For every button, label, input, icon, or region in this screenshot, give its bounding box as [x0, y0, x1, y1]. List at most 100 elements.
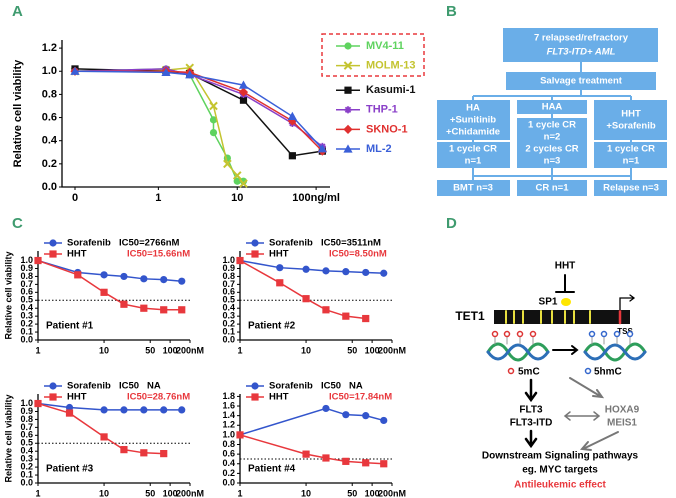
marker: [362, 459, 370, 467]
y-tick-label: 0.9: [20, 263, 33, 273]
ic50-label: IC50=8.50nM: [329, 249, 387, 260]
legend-label: HHT: [269, 392, 289, 403]
marker: [65, 403, 74, 412]
chart: Relative cell viability 0.00.10.20.30.40.…: [3, 238, 204, 356]
y-tick-label: 0.4: [20, 303, 33, 313]
marker: [34, 399, 42, 408]
box-text: BMT n=3: [453, 183, 493, 194]
y-tick-label: 0.7: [222, 279, 235, 289]
y-tick-label: 0.4: [20, 446, 33, 456]
marker: [288, 152, 296, 160]
marker: [362, 412, 370, 420]
marker: [238, 80, 249, 89]
chart: 0.00.20.40.60.81.01.21.41.61.8 1 10 50 10020…: [222, 381, 406, 498]
series-line: [239, 259, 384, 274]
marker: [322, 267, 330, 275]
effect: Antileukemic effect: [514, 480, 606, 491]
x-tick-label: 10: [99, 488, 109, 498]
annotation: Patient #4: [248, 464, 296, 475]
marker: [74, 271, 82, 279]
x-tick-label: 100: [163, 345, 178, 355]
y-tick-label: 0.9: [20, 406, 33, 416]
ic50-label: IC50 NA: [119, 381, 161, 392]
y-axis-label: Relative cell viability: [3, 251, 13, 339]
x-tick-label: 10: [99, 345, 109, 355]
legend-label: MOLM-13: [366, 60, 416, 72]
x-tick-label: 10: [231, 192, 243, 204]
box-text: 1 cycle CR: [528, 120, 576, 131]
marker: [362, 268, 370, 277]
marker: [317, 144, 327, 153]
y-tick-label: 1.6: [222, 400, 235, 410]
box-text: CR n=1: [536, 183, 570, 194]
annotation: Patient #2: [248, 321, 296, 332]
mark: 5hmC: [594, 367, 622, 378]
y-tick-label: 1.0: [222, 255, 235, 265]
marker: [49, 393, 57, 401]
box-text: 7 relapsed/refractory: [534, 33, 629, 44]
partner: HOXA9: [605, 405, 640, 416]
ic50-label: IC50=17.84nM: [329, 392, 392, 403]
dna: [583, 342, 647, 362]
x-tick-label: 1: [237, 488, 242, 498]
marker: [120, 446, 128, 454]
ic50-label: IC50 NA: [321, 381, 363, 392]
ic50-label: IC50=3511nM: [321, 238, 381, 249]
marker: [140, 449, 148, 457]
y-tick-label: 0.0: [222, 334, 235, 344]
marker: [251, 250, 259, 258]
highlight-box: [321, 33, 425, 77]
arrow: [524, 378, 538, 403]
marker: [239, 179, 248, 188]
x-tick-label: 0: [72, 192, 78, 204]
box-text: 1 cycle CR: [449, 144, 497, 155]
y-tick-label: 0.8: [42, 88, 57, 100]
y-tick-label: 0.9: [222, 263, 235, 273]
y-tick-label: 1.0: [20, 398, 33, 408]
marker: [344, 106, 352, 114]
box: [594, 100, 667, 140]
marker: [185, 70, 195, 79]
x-tick-label: 1: [35, 345, 40, 355]
y-tick-label: 1.0: [42, 65, 57, 77]
y-tick-label: 0.8: [20, 414, 33, 424]
x-tick-label: 100: [365, 345, 380, 355]
y-tick-label: 0.3: [222, 311, 235, 321]
marker: [49, 382, 57, 390]
legend-label: SKNO-1: [366, 123, 408, 135]
box: [437, 100, 510, 140]
y-tick-label: 1.0: [20, 255, 33, 265]
x-tick-label: 200nM: [176, 488, 204, 498]
marker: [344, 42, 352, 50]
y-tick-label: 0.6: [42, 111, 57, 123]
y-tick-label: 0.2: [222, 318, 235, 328]
flowchart: 7 relapsed/refractory FLT3-ITD+ AML Salv…: [437, 28, 667, 196]
y-tick-label: 0.2: [42, 158, 57, 170]
legend-label: HHT: [67, 249, 87, 260]
dna: [486, 343, 550, 361]
marker: [342, 312, 350, 320]
cpg: [505, 310, 591, 324]
drug: HHT: [555, 261, 576, 272]
y-tick-label: 1.4: [222, 410, 235, 420]
connector: [472, 62, 632, 180]
y-tick-label: 0.0: [222, 477, 235, 487]
arrow: [524, 429, 538, 449]
marker: [160, 406, 168, 414]
y-tick-label: 0.8: [20, 271, 33, 281]
ic50-label: IC50=2766nM: [119, 238, 180, 249]
legend-label: MV4-11: [366, 40, 404, 52]
box-text: 2 cycles CR: [525, 144, 578, 155]
marker: [343, 61, 353, 70]
x-tick-label: 100: [163, 488, 178, 498]
arrow: [552, 345, 579, 355]
y-tick-label: 0.1: [20, 326, 33, 336]
box-text: +Sorafenib: [606, 121, 656, 132]
y-tick-label: 0.4: [42, 135, 58, 147]
marker: [223, 159, 232, 169]
marker: [120, 406, 128, 414]
x-tick-label: 50: [145, 345, 155, 355]
box-text: Relapse n=3: [603, 183, 659, 194]
y-tick-label: 0.4: [222, 458, 235, 468]
